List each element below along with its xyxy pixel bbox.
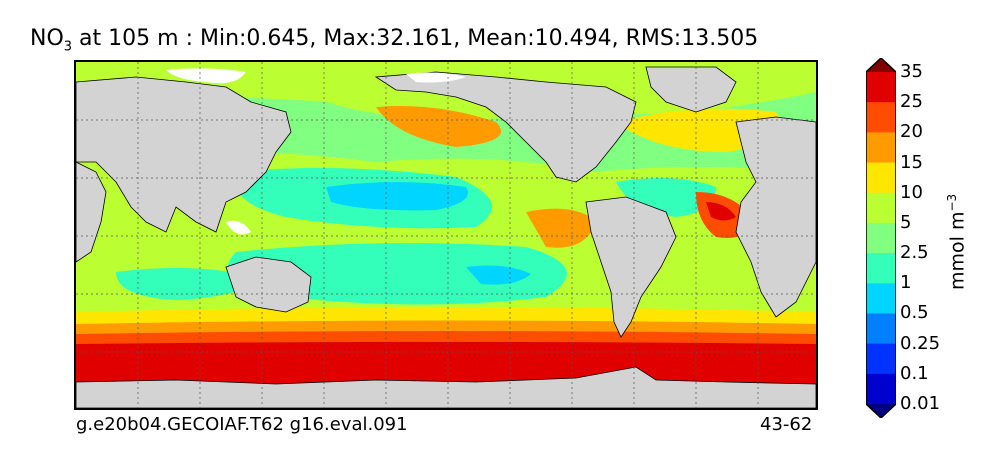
atlantic-upwelling-core	[706, 202, 736, 221]
africa-east-edge	[76, 161, 107, 263]
colorbar-tick-label: 5	[900, 211, 912, 233]
colorbar-tick-label: 0.25	[900, 332, 941, 354]
sea-ice	[166, 68, 466, 235]
colorbar-tick-label: 35	[900, 61, 923, 82]
map-title: NO3 at 105 m : Min:0.645, Max:32.161, Me…	[30, 26, 758, 54]
colorbar-tick-label: 0.01	[900, 393, 941, 414]
year-range-label: 43-62	[760, 414, 813, 435]
colorbar-tick-label: 0.1	[900, 362, 929, 384]
colorbar-min-arrow	[866, 404, 896, 418]
land-masses	[76, 66, 816, 408]
south-pacific-gyre	[227, 243, 567, 305]
colorbar-tick-label: 1	[900, 272, 912, 294]
title-statistics: at 105 m : Min:0.645, Max:32.161, Mean:1…	[72, 26, 759, 51]
colorbar-segment	[866, 72, 896, 103]
colorbar-segment	[866, 192, 896, 224]
colorbar-segment	[866, 253, 896, 284]
colorbar-segment	[866, 343, 896, 375]
colorbar-segment	[866, 313, 896, 345]
unit-exponent: −3	[945, 193, 959, 212]
colorbar-segment	[866, 102, 896, 133]
eastern-pacific-upwelling	[526, 208, 596, 248]
south-pacific-gyre-core	[466, 265, 531, 285]
colorbar-segment	[866, 283, 896, 314]
graticule	[76, 62, 816, 408]
colorbar-segment	[866, 162, 896, 194]
north-pacific-gyre-core	[326, 182, 468, 211]
australia	[225, 256, 312, 313]
europe-africa-east	[735, 116, 816, 318]
nitrate-map	[74, 60, 818, 410]
colorbar-segments	[866, 58, 896, 418]
north-pacific-high	[376, 106, 501, 147]
colorbar-segment	[866, 373, 896, 405]
colorbar	[866, 58, 896, 418]
colorbar-tick-label: 15	[900, 151, 923, 173]
colorbar-segment	[866, 222, 896, 254]
colorbar-unit-label: mmol m−3	[945, 194, 968, 290]
indian-ocean-gyre	[116, 268, 256, 300]
eurasia-west	[76, 76, 292, 233]
greenland	[645, 66, 737, 113]
title-variable: NO	[30, 26, 64, 51]
colorbar-max-arrow	[866, 58, 896, 72]
antarctica	[76, 366, 816, 408]
colorbar-tick-label: 20	[900, 121, 923, 143]
title-variable-subscript: 3	[63, 39, 73, 55]
north-america	[374, 71, 637, 183]
colorbar-segment	[866, 132, 896, 164]
colorbar-tick-label: 0.5	[900, 302, 929, 324]
map-canvas	[76, 62, 816, 408]
colorbar-tick-label: 25	[900, 91, 923, 113]
colorbar-tick-label: 10	[900, 181, 923, 203]
colorbar-tick-label: 2.5	[900, 242, 929, 264]
model-run-label: g.e20b04.GECOIAF.T62 g16.eval.091	[76, 414, 408, 435]
north-atlantic-high	[616, 108, 781, 152]
north-atlantic-gyre	[616, 178, 716, 217]
unit-main: mmol m	[946, 211, 969, 290]
south-america	[585, 196, 677, 338]
